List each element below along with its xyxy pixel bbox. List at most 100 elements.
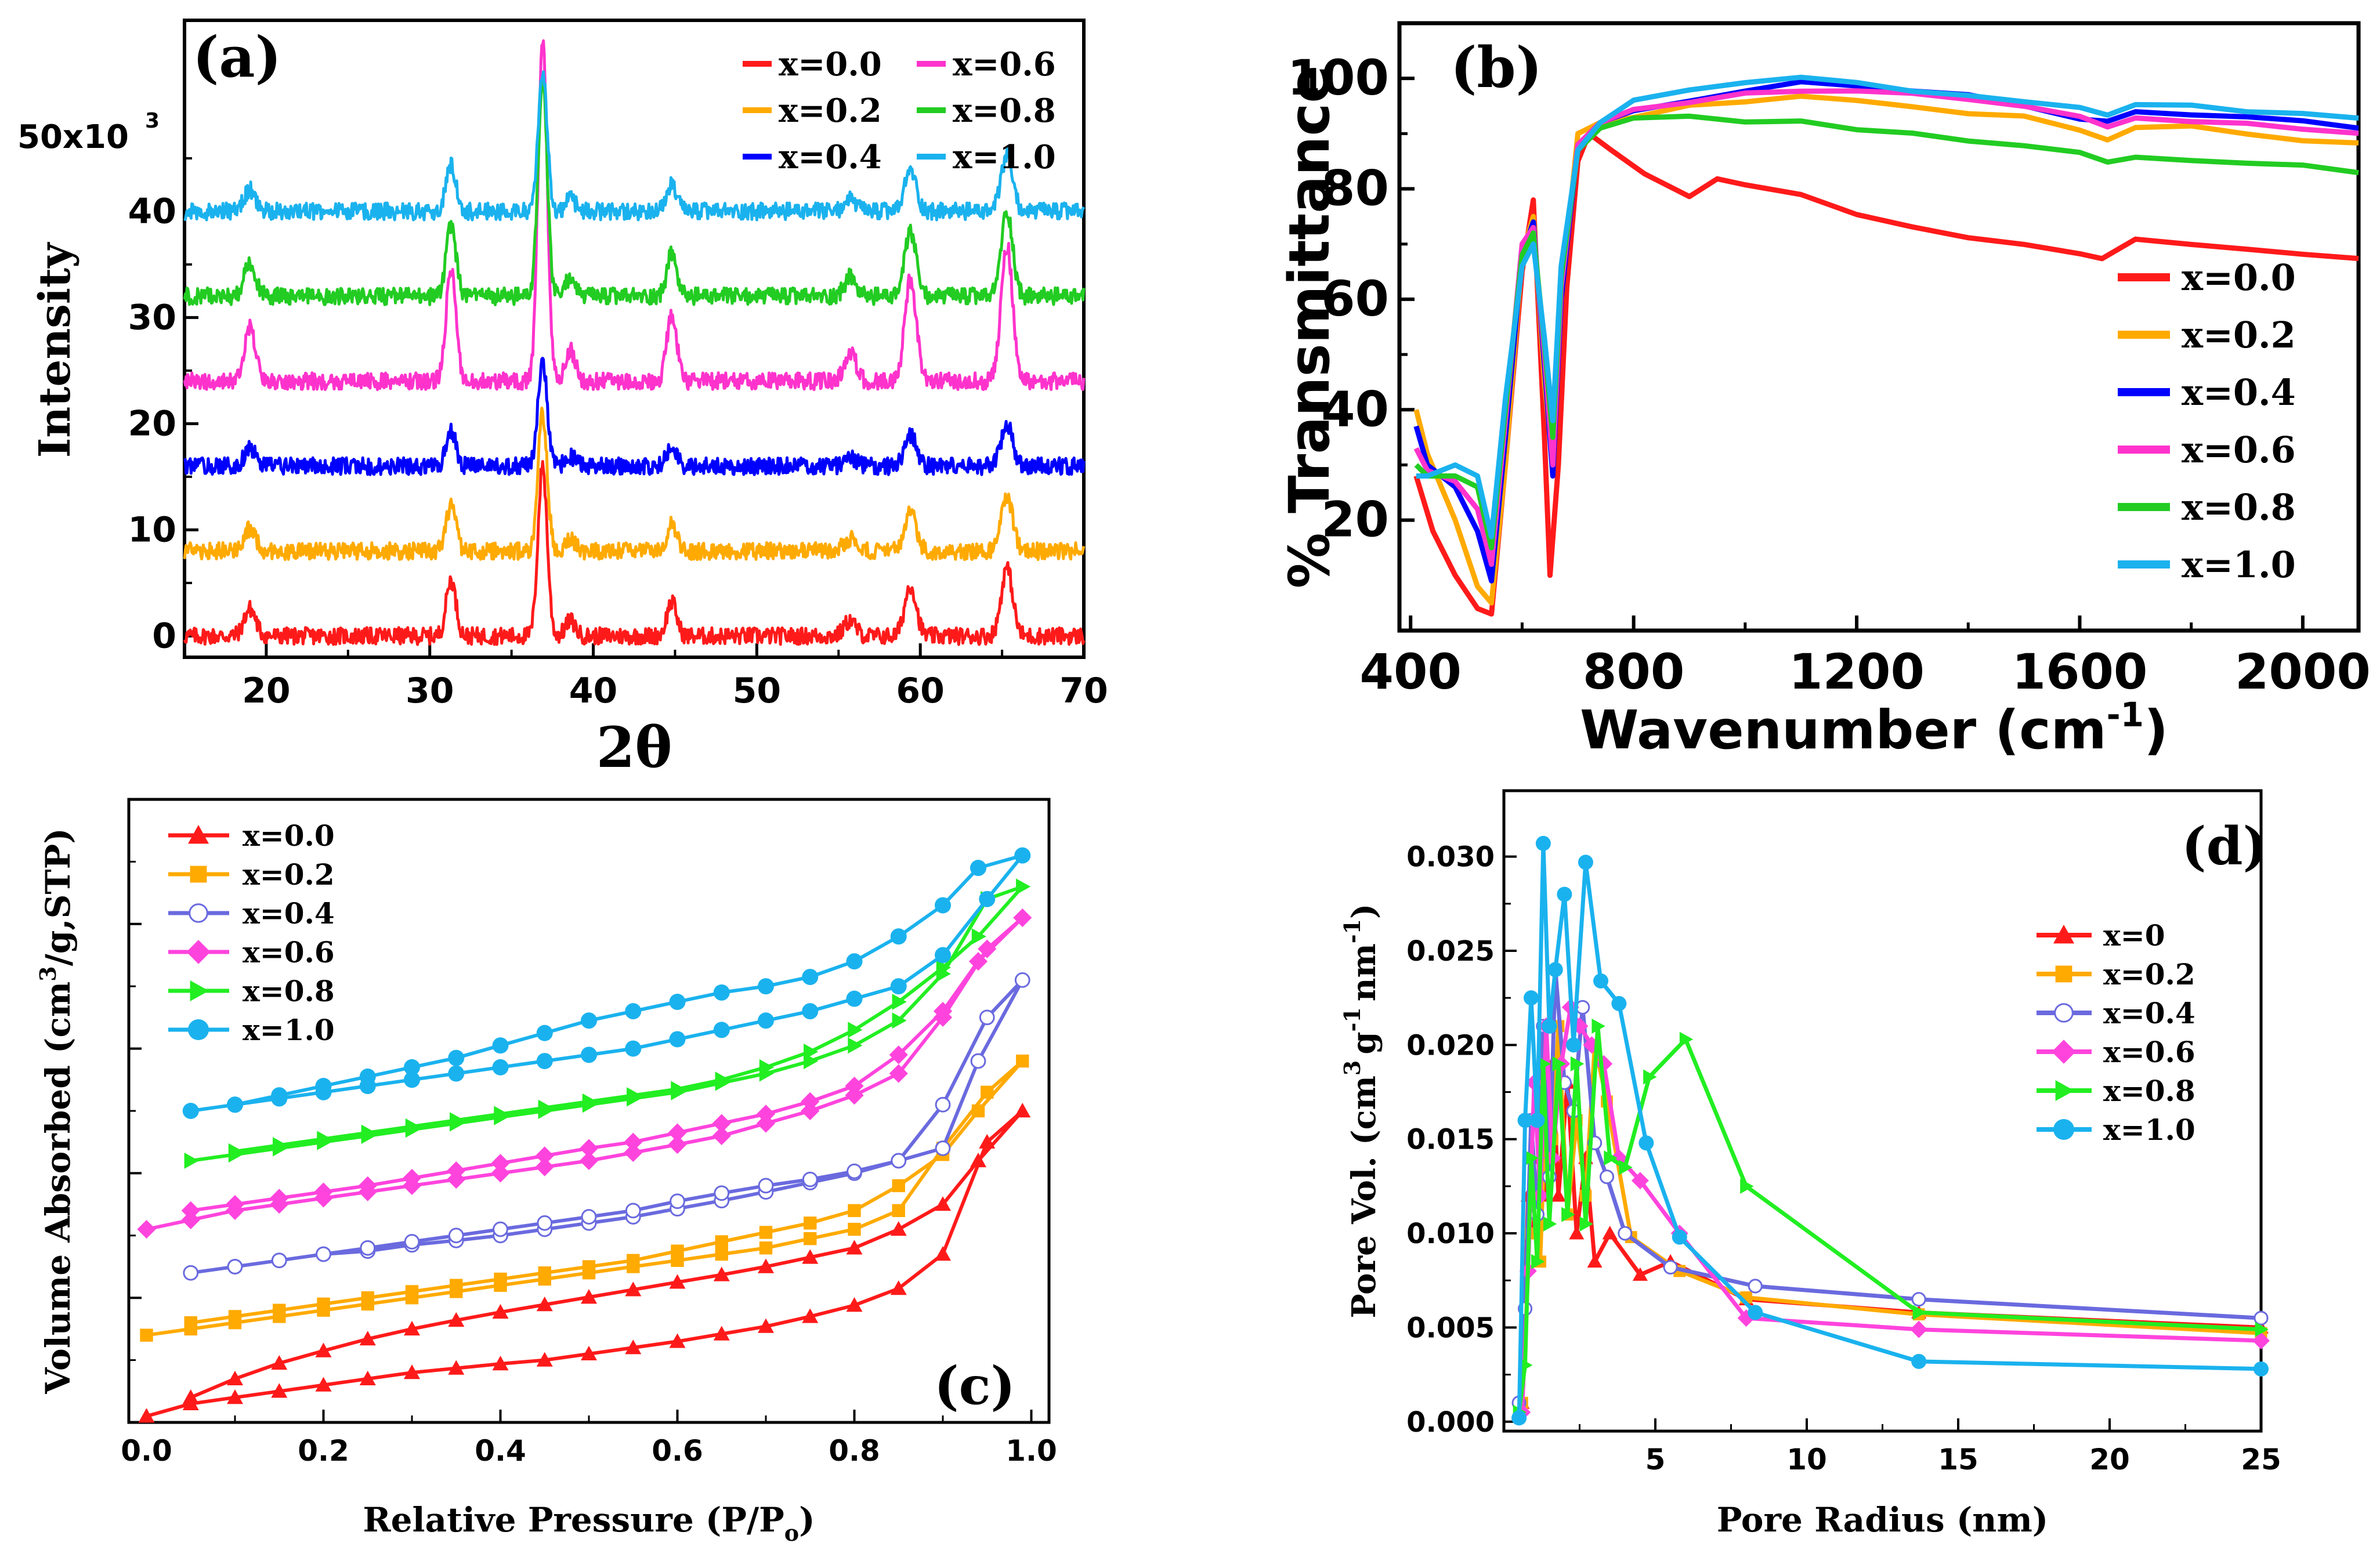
panel-c-point [317,1131,332,1147]
panel-d-point [1632,1267,1648,1281]
panel-c-point [536,1297,553,1312]
panel-c-point [405,1285,419,1298]
panel-c-point [801,1092,820,1111]
panel-c-point [450,1112,465,1129]
panel-c-point [582,1260,596,1273]
panel-c-series-line [190,885,1025,1163]
panel-d-label: (d) [2182,816,2267,877]
panel-a-xrd: 20 30 40 50 60 70 0 10 20 30 40 50x10 3 2θ Intensity (a… [17,19,1108,780]
panel-c-point [358,1176,377,1195]
panel-d-ytick-label: 0.030 [1406,841,1495,874]
panel-a-xtick-label: 60 [896,671,945,711]
panel-c-point [491,1154,510,1173]
panel-c-point [981,1085,994,1099]
panel-d-ytick-label: 0.015 [1406,1124,1495,1156]
panel-d-point [1569,1226,1585,1240]
panel-c-point [315,1078,332,1095]
panel-b-frame [1397,21,2361,633]
panel-c-point [581,1047,597,1063]
panel-c-point [624,1132,643,1152]
panel-d-point [1912,1305,1927,1320]
panel-c-point [935,897,951,914]
panel-d-point [1911,1292,1926,1307]
panel-b-legend-label: x=0.2 [2182,314,2296,356]
panel-a-series-line [183,460,1086,646]
panel-c-ylabel: Volume Absorbed (cm3/g,STP) [35,828,78,1394]
panel-c-point [756,1105,776,1124]
panel-c-legend-label: x=0.2 [243,857,335,892]
panel-c-point [270,1189,289,1208]
panel-d-point [2252,1332,2270,1350]
panel-d-legend-marker [2053,1119,2074,1140]
panel-c-point [890,978,907,995]
panel-c-point [978,939,997,958]
panel-c-point [404,1071,420,1088]
panel-c-point [979,1009,995,1026]
panel-d-legend-label: x=0.6 [2103,1035,2195,1069]
panel-c-point [970,860,986,877]
panel-c-point [405,1118,420,1135]
panel-b-legend-label: x=0.4 [2182,371,2296,414]
panel-c-point [317,1297,330,1311]
panel-c-point [890,1221,907,1236]
panel-d-ylabel: Pore Vol. (cm3g-1nm-1) [1339,904,1383,1319]
panel-d-point [1599,1169,1615,1185]
panel-a-ylabel: Intensity [30,242,80,458]
panel-d-point [1663,1259,1678,1275]
panel-c-point [845,1076,864,1096]
panel-d-point [1631,1172,1649,1190]
panel-c-point [579,1139,599,1158]
panel-c-point [713,1022,730,1038]
panel-a-y-multiplier-exp: 3 [145,109,160,133]
panel-d-point [1543,1216,1557,1232]
panel-c-point [579,1151,599,1171]
panel-d-point [1592,1018,1605,1034]
panel-d-point [1611,995,1627,1011]
panel-c-point [316,1246,331,1262]
panel-d-legend-marker [2052,1040,2076,1064]
panel-a-frame [183,19,1086,659]
panel-c-legend-marker [188,825,209,844]
panel-c-point [892,1204,905,1218]
panel-c-point [971,928,986,945]
panel-c-point [759,1241,773,1255]
panel-a-xtick-label: 30 [406,671,454,711]
panel-c-point [493,1221,508,1237]
panel-c-point [581,1012,597,1029]
panel-c-point [758,1318,774,1333]
panel-c-point [713,984,730,1001]
panel-c-point [758,978,774,995]
panel-c-point [273,1303,286,1317]
panel-d-point [2254,1361,2269,1377]
panel-c-point [804,1232,817,1245]
panel-b-ytick-label: 100 [1287,49,1389,106]
panel-d-pore-distribution: 5 10 15 20 25 0.000 0.005 0.010 0.015 0.020 0.025 0… [1339,789,2281,1540]
panel-d-point [1643,1069,1657,1085]
panel-c-point [669,1333,686,1348]
panel-c-xtick-label: 1.0 [1005,1434,1057,1468]
panel-c-point [970,1152,986,1168]
panel-d-legend-marker [2054,1003,2074,1023]
panel-c-point [890,1280,907,1295]
panel-c-point [582,1093,597,1110]
panel-c-point [847,1163,862,1179]
panel-c-point [933,1002,953,1021]
panel-c-point [891,1153,907,1169]
panel-c-legend-label: x=0.0 [243,819,335,853]
panel-d-legend-label: x=0.8 [2103,1074,2195,1108]
panel-c-point [271,1087,288,1104]
panel-c-point [271,1355,288,1370]
panel-d-point [1740,1178,1754,1194]
panel-d-ytick-label: 0.000 [1406,1406,1495,1439]
panel-c-point [137,1219,156,1239]
panel-c-point [447,1161,466,1181]
panel-d-point [1579,1216,1593,1232]
panel-c-point [492,1037,509,1054]
panel-b-xtick-label: 2000 [2235,643,2371,700]
panel-c-point [492,1303,509,1319]
panel-c-point [979,890,996,907]
panel-c-point [494,1272,507,1286]
panel-c-point [359,1331,376,1346]
panel-d-legend-marker [2055,965,2072,983]
panel-c-point [668,1123,687,1142]
